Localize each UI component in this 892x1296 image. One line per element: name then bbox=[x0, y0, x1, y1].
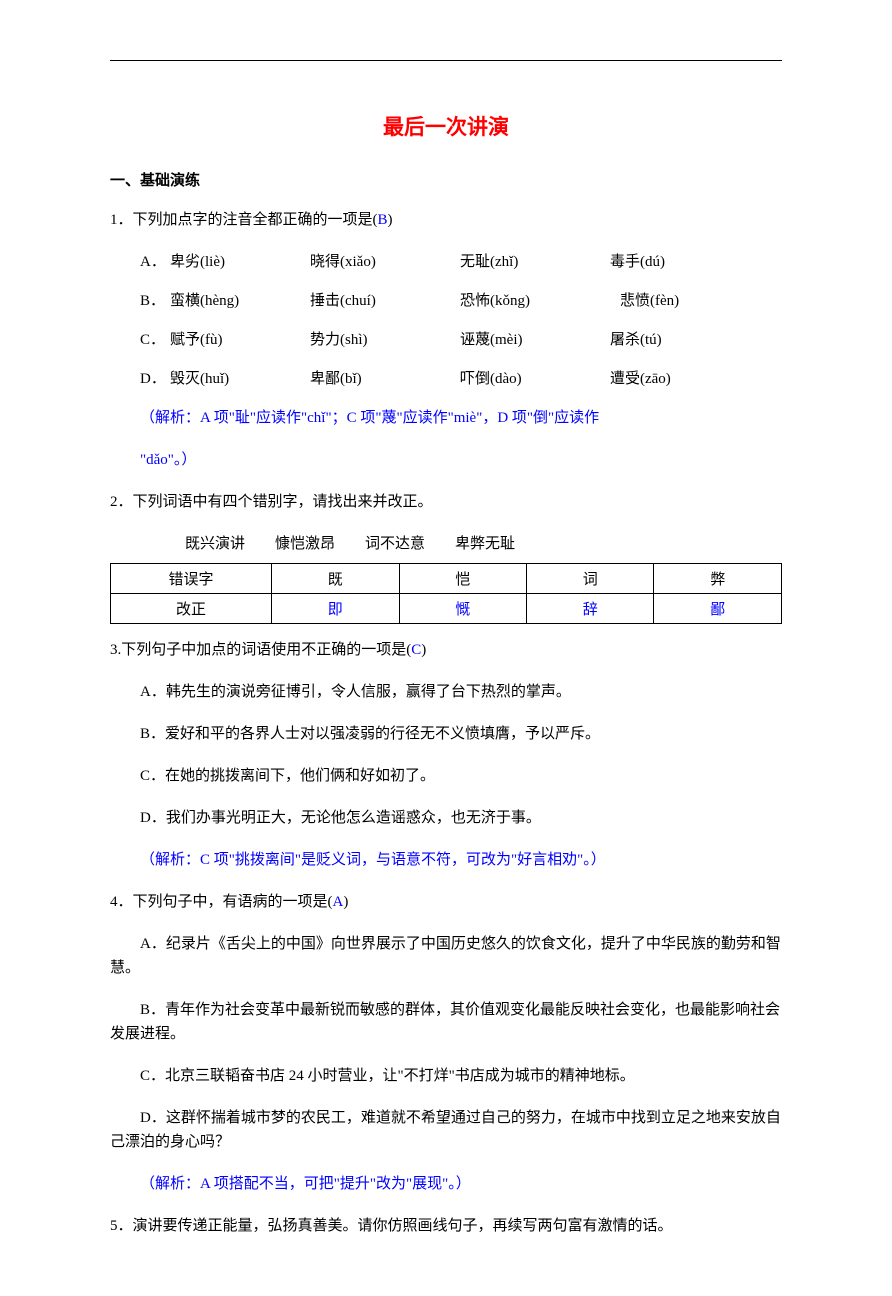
document-title: 最后一次讲演 bbox=[110, 111, 782, 141]
top-rule bbox=[110, 60, 782, 61]
q2-num: 2． bbox=[110, 494, 133, 510]
opt-c1: 毁灭(huǐ) bbox=[170, 367, 310, 388]
title-text: 最后一次讲演 bbox=[383, 115, 509, 139]
opt-c1: 赋予(fù) bbox=[170, 328, 310, 349]
q3-opt-c: C．在她的挑拨离间下，他们俩和好如初了。 bbox=[110, 764, 782, 788]
q4-opt-c: C．北京三联韬奋书店 24 小时营业，让"不打烊"书店成为城市的精神地标。 bbox=[110, 1064, 782, 1088]
q4-answer: A bbox=[333, 894, 344, 910]
q1-opt-a: A． 卑劣(liè) 晓得(xiǎo) 无耻(zhǐ) 毒手(dú) bbox=[110, 250, 782, 271]
opt-c2: 势力(shì) bbox=[310, 328, 460, 349]
q3-answer: C bbox=[411, 642, 421, 658]
opt-c1: 卑劣(liè) bbox=[170, 250, 310, 271]
page-container: 最后一次讲演 一、基础演练 1．下列加点字的注音全都正确的一项是(B) A． 卑… bbox=[0, 0, 892, 1296]
opt-c2: 卑鄙(bǐ) bbox=[310, 367, 460, 388]
q4-opt-b: B．青年作为社会变革中最新锐而敏感的群体，其价值观变化最能反映社会变化，也最能影… bbox=[110, 998, 782, 1046]
q2-stem: 2．下列词语中有四个错别字，请找出来并改正。 bbox=[110, 490, 782, 514]
table-row: 错误字 既 恺 词 弊 bbox=[111, 564, 782, 594]
opt-label: A． bbox=[140, 250, 170, 271]
opt-label: C． bbox=[140, 328, 170, 349]
q5-text: 演讲要传递正能量，弘扬真善美。请你仿照画线句子，再续写两句富有激情的话。 bbox=[133, 1218, 673, 1234]
table-row: 改正 即 慨 辞 鄙 bbox=[111, 594, 782, 624]
opt-c4: 屠杀(tú) bbox=[610, 328, 662, 349]
q1-text: 下列加点字的注音全都正确的一项是( bbox=[133, 212, 378, 228]
cell: 既 bbox=[272, 564, 399, 594]
opt-c3: 吓倒(dào) bbox=[460, 367, 610, 388]
q4-stem: 4．下列句子中，有语病的一项是(A) bbox=[110, 890, 782, 914]
q1-explanation-1: （解析：A 项"耻"应读作"chǐ"；C 项"蔑"应读作"miè"，D 项"倒"… bbox=[110, 406, 782, 430]
q1-opt-d: D． 毁灭(huǐ) 卑鄙(bǐ) 吓倒(dào) 遭受(zāo) bbox=[110, 367, 782, 388]
q3-end: ) bbox=[421, 642, 426, 658]
cell: 鄙 bbox=[654, 594, 782, 624]
opt-c4: 悲愤(fèn) bbox=[620, 289, 679, 310]
opt-c2: 晓得(xiǎo) bbox=[310, 250, 460, 271]
cell: 慨 bbox=[399, 594, 526, 624]
q3-opt-a: A．韩先生的演说旁征博引，令人信服，赢得了台下热烈的掌声。 bbox=[110, 680, 782, 704]
q1-opt-b: B． 蛮横(hèng) 捶击(chuí) 恐怖(kǒng) 悲愤(fèn) bbox=[110, 289, 782, 310]
opt-c3: 无耻(zhǐ) bbox=[460, 250, 610, 271]
q3-text: 下列句子中加点的词语使用不正确的一项是( bbox=[121, 642, 411, 658]
q4-text: 下列句子中，有语病的一项是( bbox=[133, 894, 333, 910]
q2-words: 既兴演讲 慷恺激昂 词不达意 卑弊无耻 bbox=[110, 532, 782, 553]
cell: 弊 bbox=[654, 564, 782, 594]
q3-opt-b: B．爱好和平的各界人士对以强凌弱的行径无不义愤填膺，予以严斥。 bbox=[110, 722, 782, 746]
q1-answer: B bbox=[378, 212, 388, 228]
q3-num: 3. bbox=[110, 642, 121, 658]
q4-explanation: （解析：A 项搭配不当，可把"提升"改为"展现"。） bbox=[110, 1172, 782, 1196]
q3-stem: 3.下列句子中加点的词语使用不正确的一项是(C) bbox=[110, 638, 782, 662]
cell: 辞 bbox=[527, 594, 654, 624]
q4-num: 4． bbox=[110, 894, 133, 910]
q5-num: 5． bbox=[110, 1218, 133, 1234]
opt-label: B． bbox=[140, 289, 170, 310]
q3-explanation: （解析：C 项"挑拨离间"是贬义词，与语意不符，可改为"好言相劝"。） bbox=[110, 848, 782, 872]
q2-text: 下列词语中有四个错别字，请找出来并改正。 bbox=[133, 494, 433, 510]
q5-stem: 5．演讲要传递正能量，弘扬真善美。请你仿照画线句子，再续写两句富有激情的话。 bbox=[110, 1214, 782, 1238]
opt-c4: 毒手(dú) bbox=[610, 250, 665, 271]
cell: 即 bbox=[272, 594, 399, 624]
q1-explanation-2: "dǎo"。） bbox=[110, 448, 782, 472]
opt-c3: 诬蔑(mèi) bbox=[460, 328, 610, 349]
opt-label: D． bbox=[140, 367, 170, 388]
opt-c1: 蛮横(hèng) bbox=[170, 289, 310, 310]
cell: 改正 bbox=[111, 594, 272, 624]
opt-c3: 恐怖(kǒng) bbox=[460, 289, 620, 310]
q1-stem: 1．下列加点字的注音全都正确的一项是(B) bbox=[110, 208, 782, 232]
q4-opt-d: D．这群怀揣着城市梦的农民工，难道就不希望通过自己的努力，在城市中找到立足之地来… bbox=[110, 1106, 782, 1154]
opt-c2: 捶击(chuí) bbox=[310, 289, 460, 310]
q3-opt-d: D．我们办事光明正大，无论他怎么造谣惑众，也无济于事。 bbox=[110, 806, 782, 830]
q4-opt-a: A．纪录片《舌尖上的中国》向世界展示了中国历史悠久的饮食文化，提升了中华民族的勤… bbox=[110, 932, 782, 980]
q1-end: ) bbox=[388, 212, 393, 228]
q2-table: 错误字 既 恺 词 弊 改正 即 慨 辞 鄙 bbox=[110, 563, 782, 624]
q1-num: 1． bbox=[110, 212, 133, 228]
cell: 错误字 bbox=[111, 564, 272, 594]
cell: 词 bbox=[527, 564, 654, 594]
section-heading: 一、基础演练 bbox=[110, 169, 782, 190]
q1-opt-c: C． 赋予(fù) 势力(shì) 诬蔑(mèi) 屠杀(tú) bbox=[110, 328, 782, 349]
q1-options: A． 卑劣(liè) 晓得(xiǎo) 无耻(zhǐ) 毒手(dú) B． 蛮横… bbox=[110, 250, 782, 388]
q4-end: ) bbox=[343, 894, 348, 910]
opt-c4: 遭受(zāo) bbox=[610, 367, 671, 388]
cell: 恺 bbox=[399, 564, 526, 594]
